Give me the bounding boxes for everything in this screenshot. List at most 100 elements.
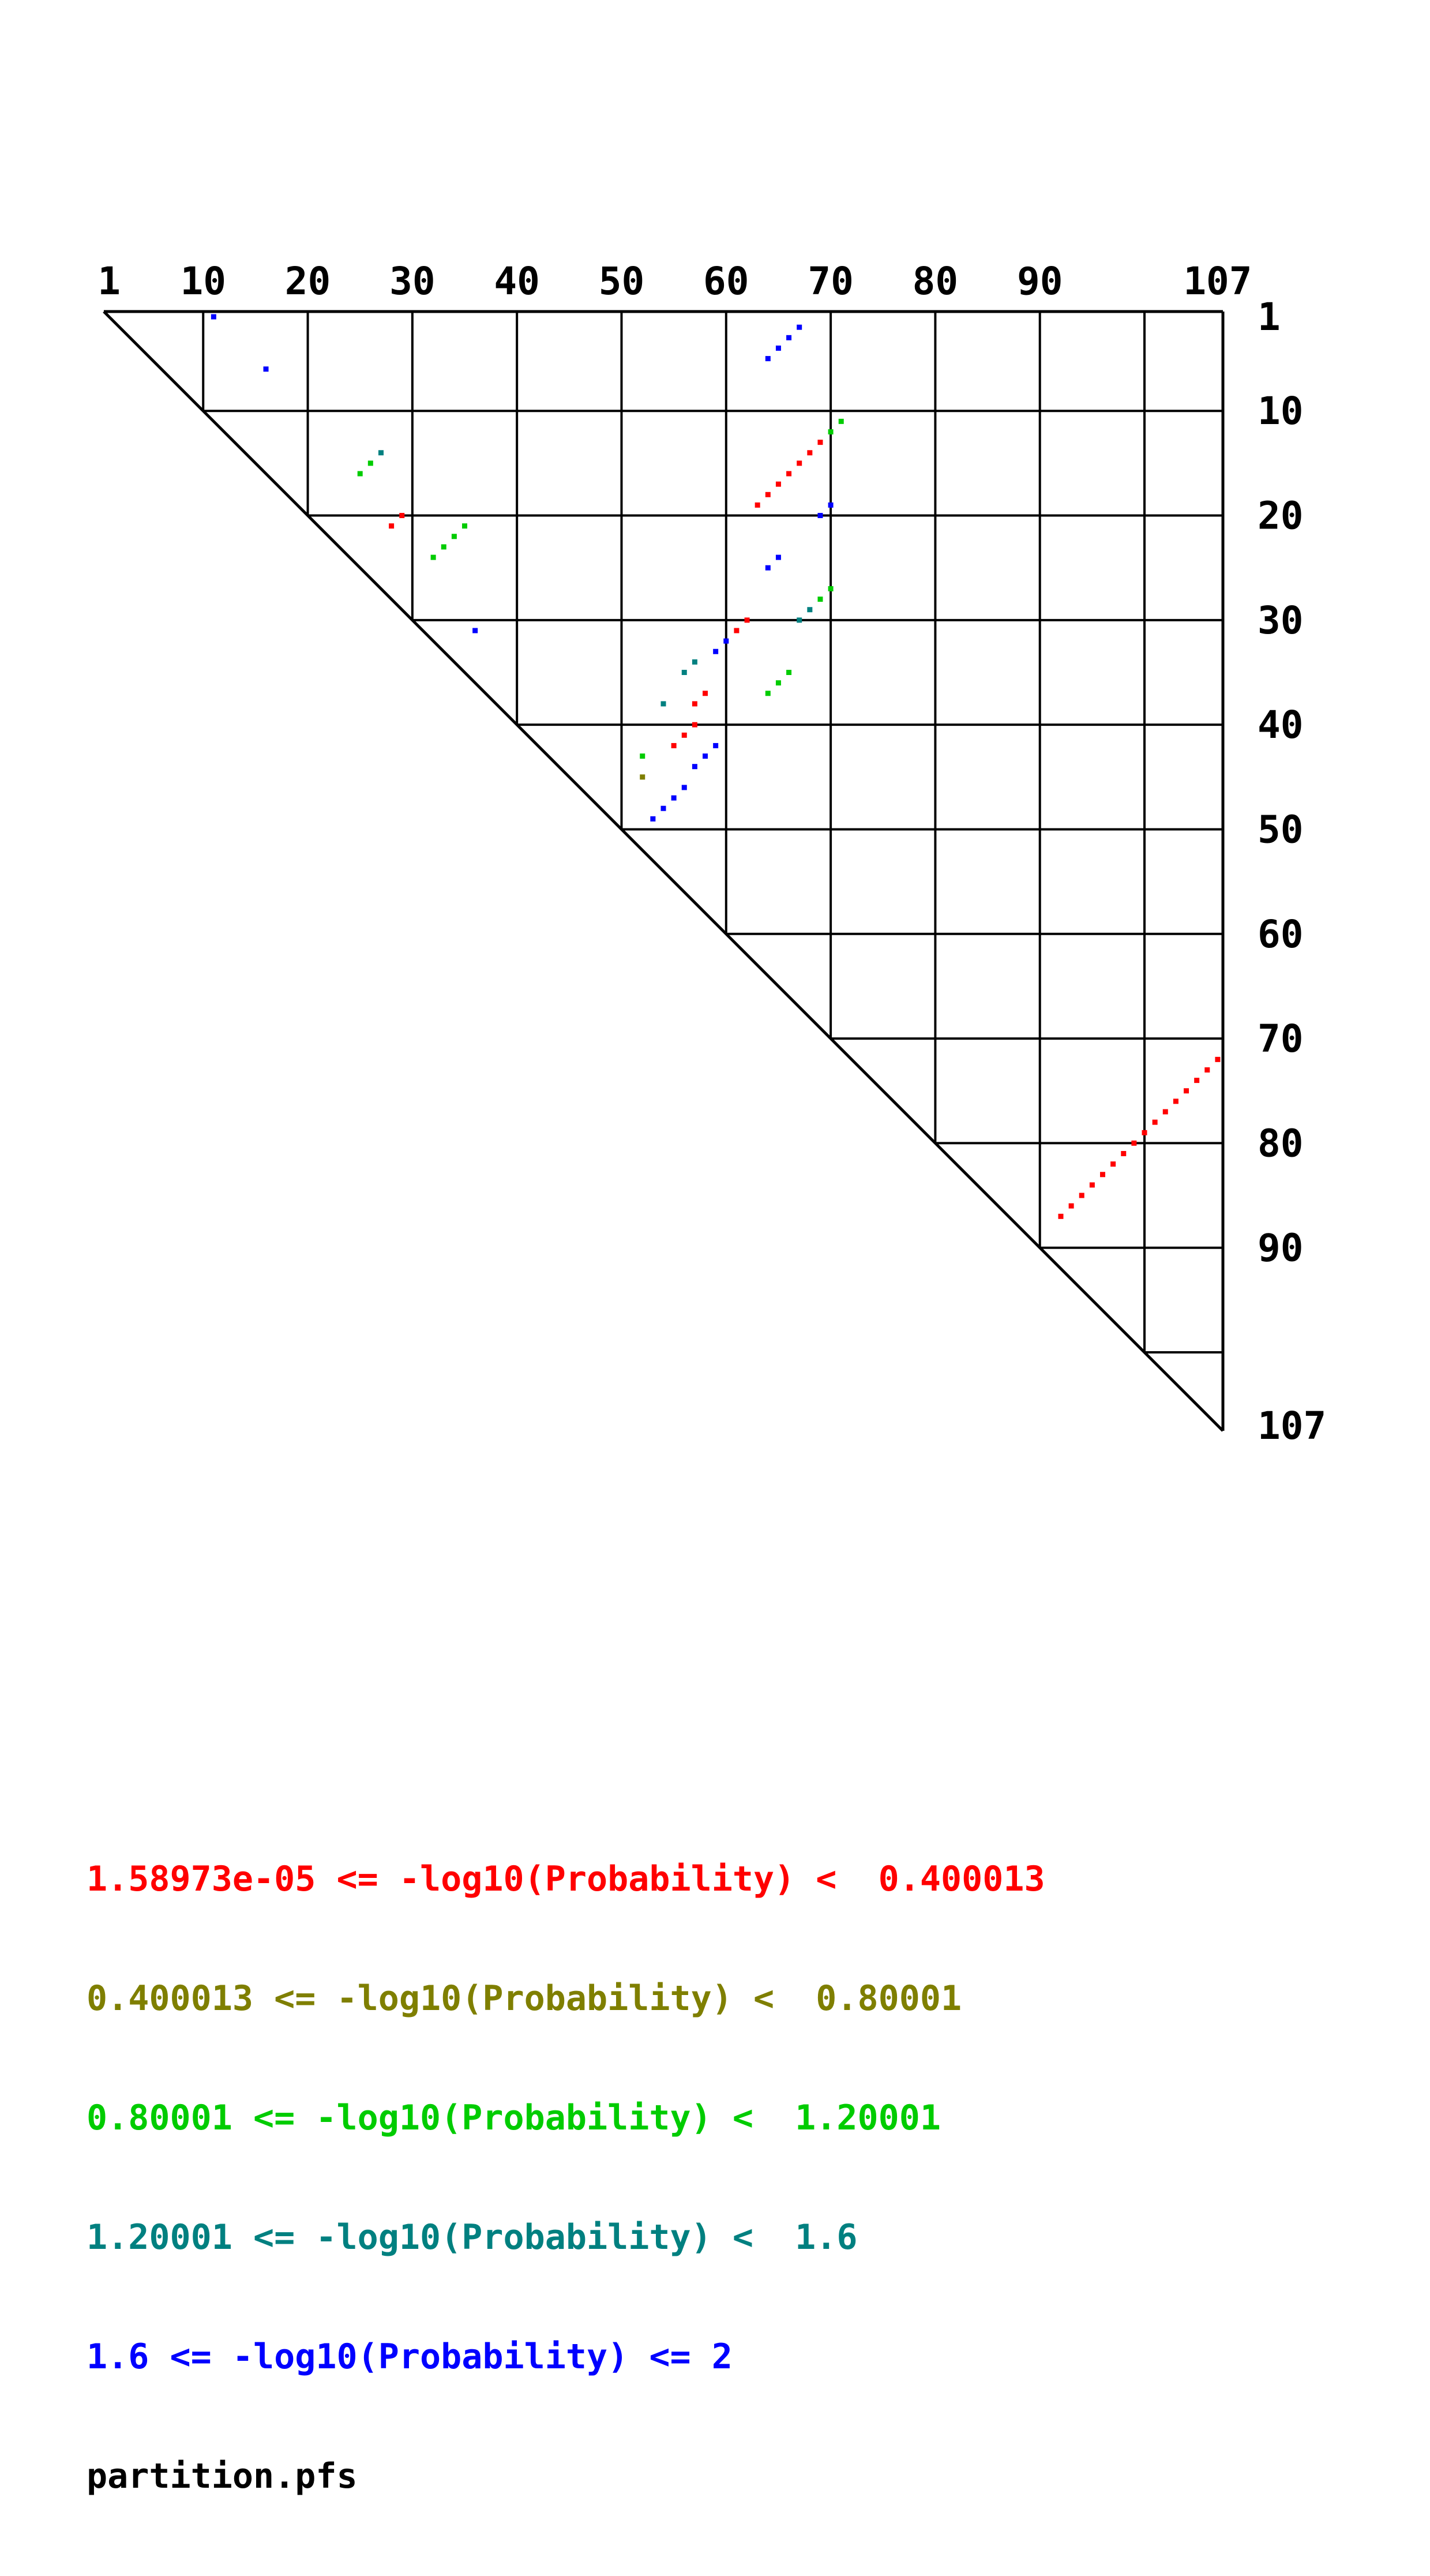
- probability-dot-class1: [1204, 1067, 1210, 1073]
- probability-dot-class1: [671, 743, 677, 748]
- probability-dot-class1: [817, 440, 823, 445]
- probability-dot-class1: [1131, 1140, 1137, 1146]
- probability-dot-class5: [797, 324, 802, 330]
- probability-dot-class1: [775, 481, 781, 487]
- probability-dot-class3: [828, 586, 834, 591]
- x-tick-label: 80: [913, 259, 958, 303]
- probability-dot-class1: [1099, 1172, 1105, 1178]
- probability-dotplot-canvas: 1 10 20 30 40 50 60 70 80 90 107110203040506070809…: [97, 259, 1326, 1448]
- probability-dot-class1: [1121, 1151, 1127, 1157]
- probability-dot-class1: [389, 523, 395, 529]
- y-tick-label: 40: [1258, 703, 1303, 747]
- probability-dot-class4: [797, 617, 802, 623]
- x-tick-label: 1: [97, 259, 121, 303]
- probability-dot-class3: [765, 691, 771, 696]
- legend-entry-blue: 1.6 <= -log10(Probability) <= 2: [87, 2337, 733, 2377]
- probability-dot-class1: [1184, 1088, 1189, 1094]
- y-tick-label: 60: [1258, 912, 1303, 957]
- probability-dot-class5: [263, 366, 269, 372]
- probability-dot-class1: [692, 722, 697, 728]
- x-tick-label: 40: [494, 259, 539, 303]
- probability-dot-class1: [1194, 1078, 1200, 1083]
- diagonal-line: [103, 310, 1224, 1432]
- probability-dot-class1: [681, 732, 687, 738]
- probability-dot-class5: [817, 513, 823, 519]
- probability-dot-class5: [723, 638, 729, 644]
- probability-dot-class2: [640, 774, 645, 780]
- probability-dot-class5: [692, 764, 697, 770]
- probability-dot-class1: [1089, 1182, 1095, 1188]
- probability-dot-class3: [775, 680, 781, 686]
- probability-dot-class3: [786, 670, 792, 676]
- probability-dot-class1: [1058, 1213, 1064, 1219]
- probability-dot-class4: [378, 450, 384, 456]
- probability-dot-class5: [765, 565, 771, 571]
- probability-dot-class3: [462, 523, 468, 529]
- probability-dot-class1: [1079, 1193, 1084, 1198]
- probability-dot-class1: [1215, 1056, 1221, 1062]
- y-tick-label: 1: [1258, 295, 1281, 339]
- x-tick-label: 90: [1017, 259, 1063, 303]
- probability-dot-class4: [692, 659, 697, 665]
- probability-dot-class1: [797, 460, 802, 466]
- probability-dot-class4: [807, 607, 813, 613]
- probability-dot-class1: [703, 691, 708, 696]
- probability-dot-class5: [713, 648, 719, 654]
- probability-dot-class3: [817, 597, 823, 602]
- probability-dot-class1: [786, 471, 792, 477]
- probability-dot-class3: [441, 544, 446, 550]
- probability-dot-class1: [765, 492, 771, 497]
- probability-dot-class5: [765, 356, 771, 362]
- legend-entry-green: 0.80001 <= -log10(Probability) < 1.20001: [87, 2098, 941, 2138]
- probability-dot-class5: [713, 743, 719, 748]
- legend: 1.58973e-05 <= -log10(Probability) < 0.4…: [87, 1780, 1045, 2576]
- probability-dot-class5: [472, 628, 478, 633]
- probability-dot-class3: [357, 471, 363, 477]
- probability-dot-class1: [1110, 1161, 1116, 1167]
- probability-dot-class3: [838, 418, 844, 424]
- x-tick-label: 50: [599, 259, 644, 303]
- x-tick-label: 10: [181, 259, 226, 303]
- probability-dot-class1: [1162, 1109, 1168, 1115]
- probability-dot-class5: [775, 554, 781, 560]
- probability-dot-class1: [1173, 1098, 1178, 1104]
- probability-dot-class3: [828, 429, 834, 435]
- probability-dot-class5: [786, 335, 792, 340]
- probability-dot-class1: [399, 513, 405, 519]
- probability-dot-class5: [211, 314, 216, 320]
- probability-dot-class1: [1152, 1119, 1158, 1125]
- probability-dot-class4: [681, 670, 687, 676]
- probability-dot-class1: [744, 617, 750, 623]
- probability-dot-class3: [640, 753, 645, 759]
- probability-dot-class5: [660, 805, 666, 811]
- y-tick-label: 80: [1258, 1121, 1303, 1165]
- source-filename: partition.pfs: [87, 2456, 358, 2496]
- x-tick-label: 107: [1183, 259, 1252, 303]
- probability-dot-class5: [650, 816, 656, 822]
- x-tick-label: 30: [389, 259, 435, 303]
- y-tick-label: 107: [1258, 1404, 1326, 1448]
- probability-dot-class3: [367, 460, 373, 466]
- probability-dot-class1: [755, 502, 760, 508]
- y-tick-label: 20: [1258, 494, 1303, 538]
- probability-dot-class5: [828, 502, 834, 508]
- probability-dot-class3: [451, 534, 457, 539]
- probability-dot-class5: [703, 753, 708, 759]
- probability-dot-class5: [775, 345, 781, 351]
- probability-dot-class3: [430, 554, 436, 560]
- y-tick-label: 50: [1258, 807, 1303, 852]
- probability-dot-class1: [1142, 1130, 1147, 1135]
- y-tick-label: 90: [1258, 1226, 1303, 1270]
- probability-dot-class4: [660, 701, 666, 707]
- probability-dot-class1: [807, 450, 813, 456]
- probability-dot-class5: [671, 795, 677, 801]
- probability-dot-class5: [681, 785, 687, 790]
- probability-dot-class1: [734, 628, 740, 633]
- legend-entry-olive: 0.400013 <= -log10(Probability) < 0.8000…: [87, 1978, 962, 2019]
- legend-entry-red: 1.58973e-05 <= -log10(Probability) < 0.4…: [87, 1859, 1045, 1899]
- y-tick-label: 10: [1258, 389, 1303, 433]
- y-tick-label: 70: [1258, 1017, 1303, 1061]
- probability-dot-class1: [1068, 1203, 1074, 1209]
- x-tick-label: 70: [808, 259, 853, 303]
- legend-entry-teal: 1.20001 <= -log10(Probability) < 1.6: [87, 2217, 858, 2258]
